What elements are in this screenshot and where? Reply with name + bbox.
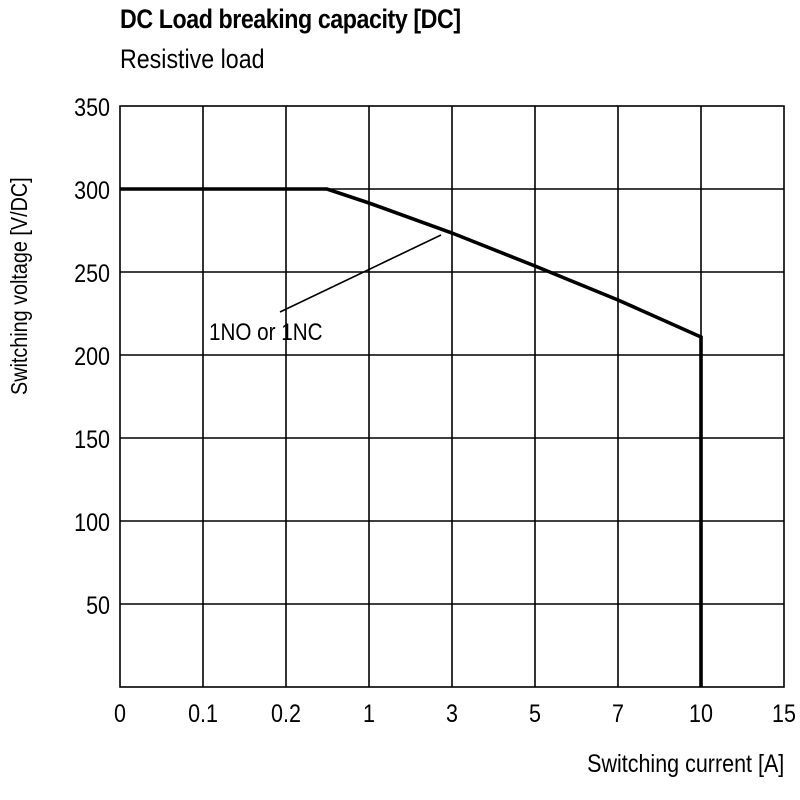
x-tick-labels: 0 0.1 0.2 1 3 5 7 10 15: [114, 699, 796, 727]
x-tick: 3: [446, 699, 458, 727]
chart-title: DC Load breaking capacity [DC]: [120, 4, 461, 34]
y-tick: 100: [74, 508, 110, 536]
y-tick-labels: 350 300 250 200 150 100 50: [74, 93, 110, 619]
x-tick: 5: [529, 699, 541, 727]
x-tick: 7: [612, 699, 624, 727]
y-tick: 250: [74, 259, 110, 287]
x-tick: 15: [772, 699, 796, 727]
y-tick: 350: [74, 93, 110, 121]
x-tick: 10: [689, 699, 713, 727]
y-tick: 50: [86, 591, 110, 619]
x-tick: 0.2: [271, 699, 301, 727]
chart-subtitle: Resistive load: [120, 44, 265, 74]
x-tick: 0: [114, 699, 126, 727]
x-tick: 0.1: [188, 699, 218, 727]
series-1no-1nc-line: [120, 187, 703, 687]
annotation-label: 1NO or 1NC: [209, 319, 323, 346]
annotation-leader: [279, 234, 442, 313]
y-tick: 300: [74, 176, 110, 204]
x-axis-label: Switching current [A]: [586, 750, 784, 778]
y-tick: 150: [74, 425, 110, 453]
grid: [119, 105, 785, 688]
x-tick: 1: [363, 699, 375, 727]
y-tick: 200: [74, 342, 110, 370]
